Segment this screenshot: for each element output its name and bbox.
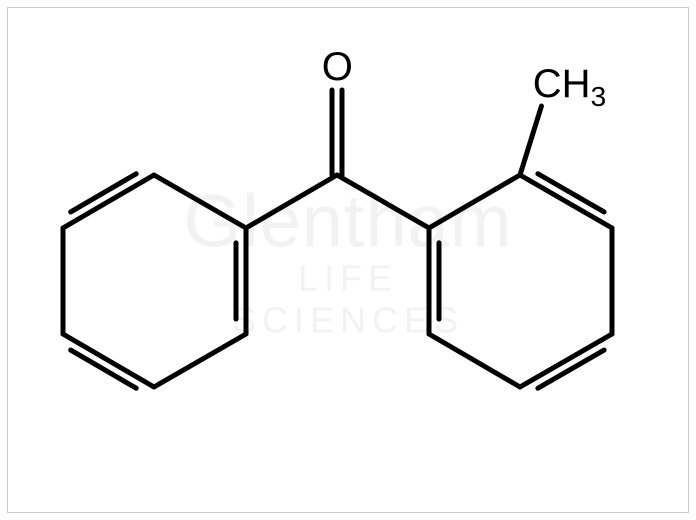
- atom-label-oxygen: O: [322, 45, 353, 90]
- atom-label-text: CH: [533, 62, 591, 106]
- atom-label-text: O: [322, 45, 353, 89]
- atom-label-methyl: CH3: [533, 62, 606, 113]
- atom-label-sub: 3: [591, 81, 607, 112]
